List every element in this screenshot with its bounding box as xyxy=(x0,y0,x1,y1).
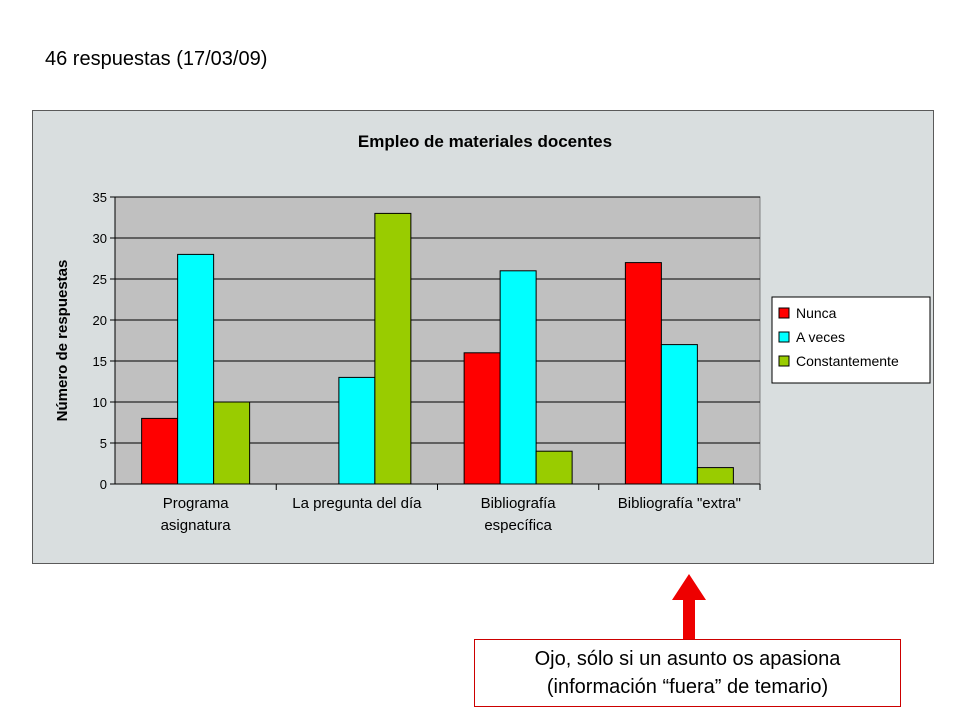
bar xyxy=(624,262,662,485)
bar xyxy=(141,417,179,485)
x-tick-label: Programa xyxy=(163,495,230,512)
legend-box xyxy=(771,296,931,384)
note-line-1: Ojo, sólo si un asunto os apasiona xyxy=(534,648,841,670)
legend-swatch xyxy=(778,355,790,367)
page-heading: 46 respuestas (17/03/09) xyxy=(45,48,268,70)
y-tick-label: 10 xyxy=(93,395,107,410)
x-tick-label: específica xyxy=(484,517,552,534)
bar xyxy=(177,253,215,485)
bar-chart: Empleo de materiales docentes 0 5 10 15 20 25 3… xyxy=(54,132,931,534)
x-tick-label: Bibliografía "extra" xyxy=(618,495,741,512)
chart-title: Empleo de materiales docentes xyxy=(358,132,612,151)
y-tick-label: 15 xyxy=(93,354,107,369)
bar xyxy=(374,212,412,485)
y-tick-label: 25 xyxy=(93,272,107,287)
y-axis-label: Número de respuestas xyxy=(54,260,71,422)
y-tick-label: 30 xyxy=(93,231,107,246)
bar xyxy=(213,401,251,485)
bar xyxy=(696,467,734,485)
legend-label: Nunca xyxy=(796,305,837,321)
bar xyxy=(499,270,537,485)
legend-swatch xyxy=(778,307,790,319)
y-tick-label: 35 xyxy=(93,190,107,205)
bar xyxy=(338,376,376,485)
note-line-2: (información “fuera” de temario) xyxy=(546,676,829,698)
chart-area: Empleo de materiales docentes 0 5 10 15 20 25 3… xyxy=(32,110,934,564)
annotation-note: Ojo, sólo si un asunto os apasiona (info… xyxy=(474,639,901,707)
x-tick-label: asignatura xyxy=(161,517,232,534)
y-tick-label: 5 xyxy=(100,436,107,451)
x-tick-label: Bibliografía xyxy=(481,495,557,512)
y-tick-label: 20 xyxy=(93,313,107,328)
bar xyxy=(660,344,698,485)
y-tick-label: 0 xyxy=(100,477,107,492)
legend-label: Constantemente xyxy=(796,353,899,369)
x-tick-label: La pregunta del día xyxy=(292,495,422,512)
bar xyxy=(535,450,573,485)
bar xyxy=(463,352,501,485)
legend-label: A veces xyxy=(796,329,845,345)
up-arrow-icon xyxy=(672,574,706,640)
legend-swatch xyxy=(778,331,790,343)
